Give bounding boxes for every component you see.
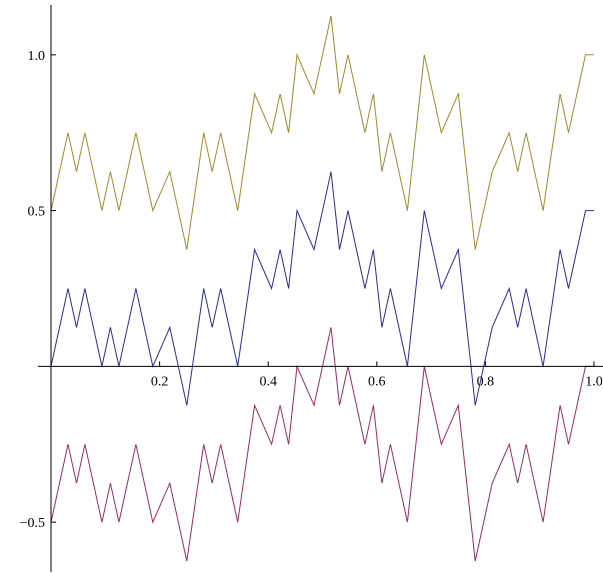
x-tick-label: 1.0 <box>585 374 603 389</box>
series-line-3 <box>50 327 594 562</box>
y-tick-label: 0.5 <box>28 205 46 220</box>
x-tick-label: 0.6 <box>368 374 386 389</box>
y-tick-label: 1.0 <box>28 49 46 64</box>
series-layer <box>50 15 594 562</box>
series-line-1 <box>50 15 594 250</box>
y-tick-label: −0.5 <box>20 516 45 531</box>
x-tick-label: 0.2 <box>151 374 169 389</box>
series-line-2 <box>50 171 594 406</box>
axes <box>38 5 603 572</box>
ticks: 0.2 0.4 0.6 0.8 1.0 −0.5 0.5 1.0 <box>20 49 603 531</box>
x-tick-label: 0.8 <box>477 374 495 389</box>
x-tick-label: 0.4 <box>259 374 277 389</box>
